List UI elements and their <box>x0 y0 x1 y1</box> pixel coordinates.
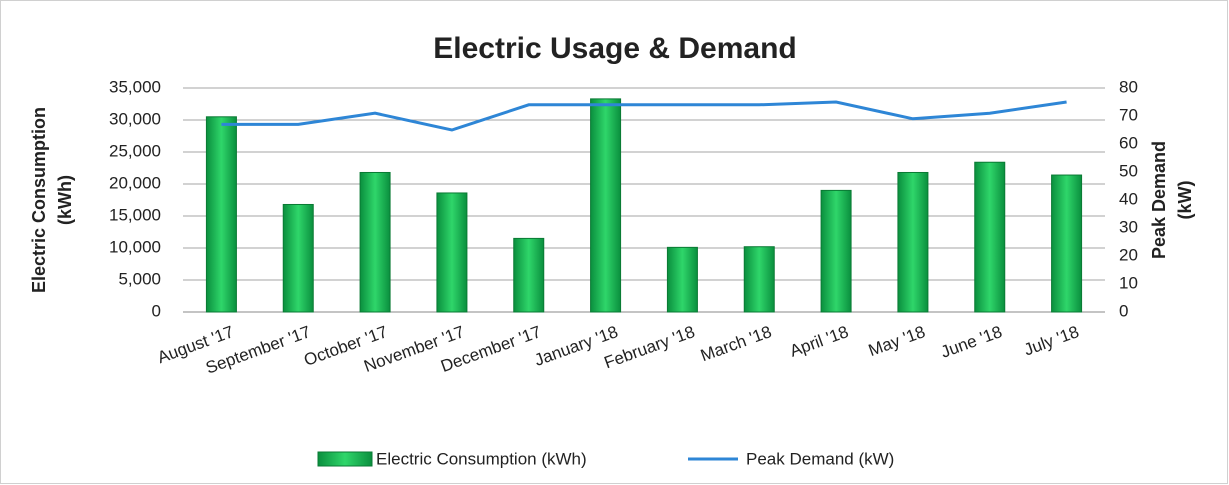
bar <box>282 203 314 313</box>
y2-tick-label: 10 <box>1119 273 1138 292</box>
bar <box>436 192 468 313</box>
bar <box>590 98 622 313</box>
y2-tick-label: 0 <box>1119 301 1128 320</box>
legend-label: Peak Demand (kW) <box>746 449 894 468</box>
y2-tick-label: 80 <box>1119 77 1138 96</box>
y-tick-label: 20,000 <box>109 173 161 192</box>
line <box>221 100 1067 132</box>
legend-label: Electric Consumption (kWh) <box>376 449 587 468</box>
bar <box>820 189 852 313</box>
bar <box>666 246 698 313</box>
y-axis-label: Electric Consumption <box>29 107 49 293</box>
y-tick-label: 15,000 <box>109 205 161 224</box>
legend-swatch <box>317 451 373 467</box>
y-tick-label: 35,000 <box>109 77 161 96</box>
y2-axis-label: (kW) <box>1175 181 1195 220</box>
bar <box>513 237 545 313</box>
y2-tick-label: 60 <box>1119 133 1138 152</box>
bar <box>359 171 391 313</box>
bar <box>743 246 775 313</box>
bar <box>897 171 929 313</box>
y-axis-label: (kWh) <box>55 175 75 225</box>
bar <box>1051 174 1083 313</box>
chart-title: Electric Usage & Demand <box>433 32 796 65</box>
y-tick-label: 10,000 <box>109 237 161 256</box>
y2-tick-label: 70 <box>1119 105 1138 124</box>
y2-axis-label: Peak Demand <box>1149 141 1169 259</box>
y2-tick-label: 40 <box>1119 189 1138 208</box>
y2-tick-label: 50 <box>1119 161 1138 180</box>
bar <box>205 116 237 313</box>
y-tick-label: 30,000 <box>109 109 161 128</box>
bar <box>974 161 1006 313</box>
y-tick-label: 0 <box>152 301 161 320</box>
y-tick-label: 5,000 <box>118 269 161 288</box>
y-tick-label: 25,000 <box>109 141 161 160</box>
y2-tick-label: 20 <box>1119 245 1138 264</box>
y2-tick-label: 30 <box>1119 217 1138 236</box>
